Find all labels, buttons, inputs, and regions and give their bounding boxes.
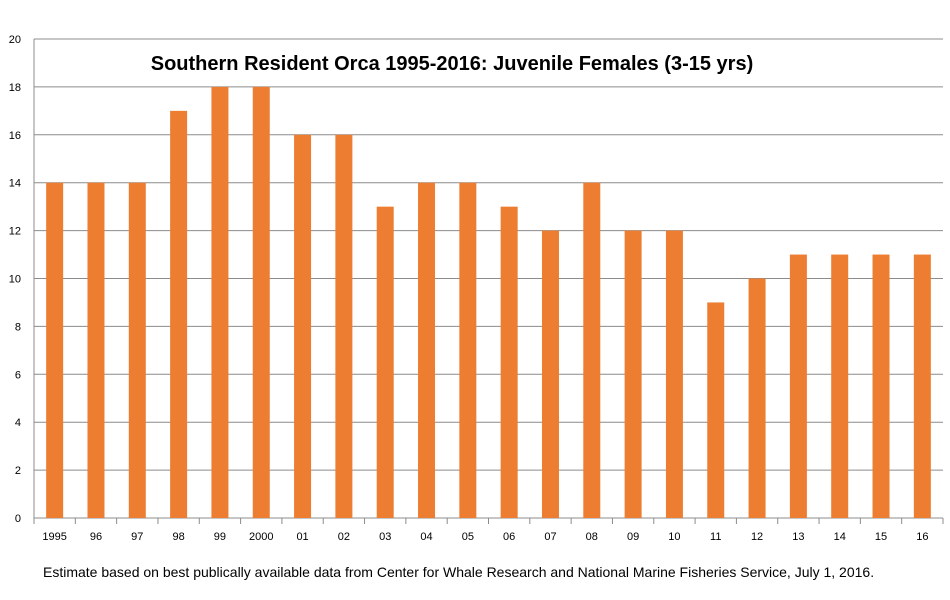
bar (252, 86, 270, 519)
y-tick-label: 12 (9, 226, 21, 238)
y-tick-label: 20 (9, 34, 21, 46)
bar (541, 230, 559, 518)
x-tick-label: 04 (420, 531, 432, 543)
bar (128, 182, 146, 518)
x-tick-label: 06 (503, 531, 515, 543)
bar (872, 254, 890, 519)
y-tick-label: 10 (9, 274, 21, 286)
x-tick-label: 10 (668, 531, 680, 543)
chart-title: Southern Resident Orca 1995-2016: Juveni… (151, 53, 754, 75)
bar (459, 182, 477, 518)
bar (335, 134, 353, 519)
bar (707, 302, 725, 518)
bar (831, 254, 849, 519)
bar (583, 182, 601, 518)
x-tick-label: 02 (338, 531, 350, 543)
y-tick-label: 2 (15, 465, 21, 477)
bars (46, 86, 931, 519)
bar (665, 230, 683, 518)
bar (46, 182, 64, 518)
y-tick-label: 4 (15, 417, 21, 429)
x-tick-label: 05 (462, 531, 474, 543)
y-tick-label: 18 (9, 82, 21, 94)
x-tick-label: 2000 (249, 531, 273, 543)
x-tick-label: 14 (834, 531, 846, 543)
bar (418, 182, 436, 518)
x-tick-label: 97 (131, 531, 143, 543)
bar (87, 182, 105, 518)
bar (913, 254, 931, 519)
x-tick-label: 07 (544, 531, 556, 543)
footnote: Estimate based on best publically availa… (43, 564, 875, 580)
bar (294, 134, 312, 519)
x-tick-label: 11 (710, 531, 721, 543)
x-tick-label: 13 (792, 531, 804, 543)
x-tick-label: 98 (172, 531, 184, 543)
y-tick-label: 6 (15, 369, 21, 381)
y-tick-label: 16 (9, 130, 21, 142)
x-tick-label: 99 (214, 531, 226, 543)
x-tick-label: 1995 (42, 531, 66, 543)
x-tick-label: 12 (751, 531, 763, 543)
bar (170, 110, 188, 518)
bar (500, 206, 518, 518)
x-tick-label: 08 (586, 531, 598, 543)
x-tick-label: 16 (916, 531, 928, 543)
x-tick-label: 09 (627, 531, 639, 543)
x-tick-label: 01 (296, 531, 308, 543)
y-tick-label: 0 (15, 513, 21, 525)
bar (376, 206, 394, 518)
y-tick-label: 8 (15, 321, 21, 333)
bar (211, 86, 229, 519)
bar (748, 278, 766, 518)
bar (789, 254, 807, 519)
y-tick-label: 14 (9, 178, 21, 190)
x-tick-label: 15 (875, 531, 887, 543)
x-tick-label: 03 (379, 531, 391, 543)
bar (624, 230, 642, 518)
x-tick-label: 96 (90, 531, 102, 543)
